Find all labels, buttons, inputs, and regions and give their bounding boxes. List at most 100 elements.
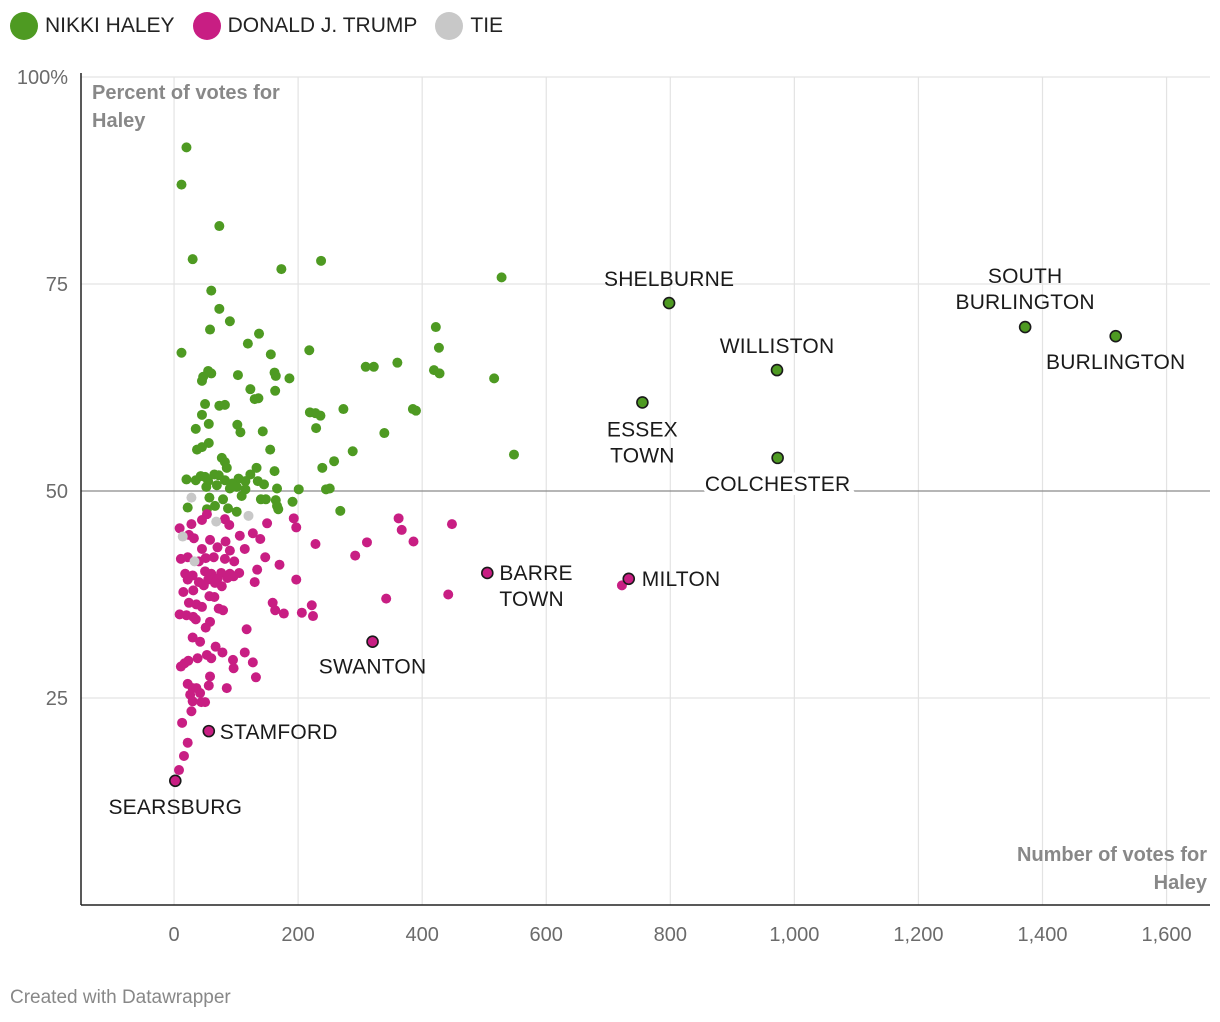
haley-point <box>269 466 280 477</box>
trump-point <box>252 564 263 575</box>
y-axis-title: Haley <box>92 110 146 132</box>
haley-point <box>236 490 247 501</box>
labeled-point-williston <box>770 363 784 377</box>
haley-point <box>284 373 295 384</box>
haley-point <box>251 462 262 473</box>
legend-swatch-tie <box>435 12 464 40</box>
trump-point <box>221 683 232 694</box>
trump-point <box>205 534 216 545</box>
haley-point <box>317 462 328 473</box>
haley-point <box>338 404 349 415</box>
y-tick-label: 75 <box>46 274 68 296</box>
haley-point <box>316 255 327 266</box>
town-label: BARRE <box>499 562 572 585</box>
trump-point <box>247 528 258 539</box>
town-label: TOWN <box>499 588 564 611</box>
x-axis-title: Number of votes for <box>1017 844 1207 866</box>
haley-point <box>242 338 253 349</box>
trump-point <box>174 765 185 776</box>
haley-point <box>181 474 192 485</box>
trump-point <box>296 607 307 618</box>
haley-point <box>176 179 187 190</box>
y-tick-label: 50 <box>46 481 68 503</box>
haley-point <box>211 480 222 491</box>
trump-point <box>212 542 223 553</box>
trump-point <box>291 522 302 533</box>
data-points <box>168 142 1123 788</box>
trump-point <box>203 680 214 691</box>
trump-point <box>288 513 299 524</box>
haley-point <box>258 479 269 490</box>
town-label: BURLINGTON <box>1046 351 1185 374</box>
legend-label-haley: NIKKI HALEY <box>45 14 175 37</box>
haley-point <box>315 410 326 421</box>
haley-point <box>209 500 220 511</box>
legend-label-tie: TIE <box>470 14 504 37</box>
trump-point <box>408 536 419 547</box>
trump-point <box>198 580 209 591</box>
trump-point <box>216 581 227 592</box>
haley-point <box>231 481 242 492</box>
trump-point <box>209 591 220 602</box>
town-label: BURLINGTON <box>955 291 1094 314</box>
labeled-point-south-burlington <box>1018 320 1032 334</box>
trump-point <box>443 589 454 600</box>
trump-point <box>178 587 189 598</box>
trump-point <box>239 543 250 554</box>
trump-point <box>186 706 197 717</box>
legend-item-trump[interactable]: DONALD J. TRUMP <box>192 12 418 40</box>
trump-point <box>260 552 271 563</box>
legend-item-tie[interactable]: TIE <box>435 12 503 40</box>
trump-point <box>381 593 392 604</box>
trump-point <box>217 647 228 658</box>
trump-point <box>218 605 229 616</box>
labeled-point-essex-town <box>636 396 649 409</box>
trump-point <box>196 543 207 554</box>
haley-point <box>223 503 234 514</box>
labeled-point-stamford <box>202 724 216 738</box>
haley-point <box>182 502 193 513</box>
legend-item-haley[interactable]: NIKKI HALEY <box>10 12 175 40</box>
haley-point <box>434 368 445 379</box>
haley-point <box>214 221 225 232</box>
haley-point <box>214 303 225 314</box>
trump-point <box>200 697 211 708</box>
x-tick-label: 1,200 <box>893 924 943 946</box>
x-axis-title: Haley <box>1154 872 1208 894</box>
haley-point <box>293 484 304 495</box>
y-axis-title: Percent of votes for <box>92 82 280 104</box>
trump-point <box>182 737 193 748</box>
trump-point <box>195 636 206 647</box>
trump-point <box>239 647 250 658</box>
labeled-point-burlington <box>1109 329 1123 343</box>
haley-point <box>245 384 256 395</box>
tick-labels: 0 200 400 600 800 1,000 1,200 1,400 1,600 25 50 75 1… <box>17 67 1192 946</box>
x-tick-label: 600 <box>530 924 563 946</box>
legend-label-trump: DONALD J. TRUMP <box>227 14 418 37</box>
haley-point <box>260 494 271 505</box>
trump-point <box>186 519 197 530</box>
haley-point <box>190 423 201 434</box>
trump-point <box>270 605 281 616</box>
trump-point <box>178 750 189 761</box>
labeled-point-searsburg <box>168 774 182 788</box>
haley-point <box>324 483 335 494</box>
trump-point <box>291 574 302 585</box>
trump-point <box>247 657 258 668</box>
trump-point <box>308 611 319 622</box>
haley-point <box>335 505 346 516</box>
tie-point <box>211 516 222 527</box>
trump-point <box>310 538 321 549</box>
trump-point <box>188 533 199 544</box>
trump-point <box>278 608 289 619</box>
tie-point <box>189 556 200 567</box>
trump-point <box>306 600 317 611</box>
trump-point <box>446 519 457 530</box>
axes <box>80 73 1210 906</box>
haley-point <box>200 399 211 410</box>
haley-point <box>219 399 230 410</box>
legend-swatch-trump <box>192 12 221 40</box>
haley-point <box>287 496 298 507</box>
credit-line: Created with Datawrapper <box>10 987 231 1008</box>
